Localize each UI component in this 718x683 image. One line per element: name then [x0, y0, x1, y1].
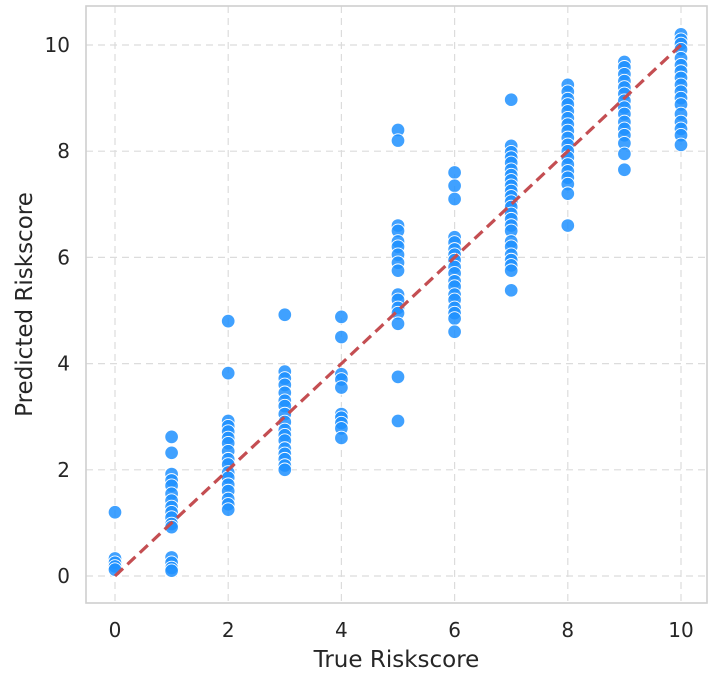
- data-point: [390, 413, 406, 429]
- x-tick-label: 10: [668, 618, 693, 642]
- data-point: [447, 165, 462, 180]
- data-point: [390, 263, 406, 278]
- x-tick-label: 2: [222, 618, 235, 642]
- data-point: [560, 186, 576, 201]
- y-axis-title: Predicted Riskscore: [12, 192, 38, 417]
- data-point: [503, 92, 519, 107]
- data-point: [334, 380, 349, 395]
- y-tick-label: 10: [45, 33, 70, 57]
- data-point: [277, 307, 293, 322]
- data-point: [164, 429, 179, 445]
- y-tick-label: 2: [57, 458, 70, 482]
- x-tick-label: 4: [335, 618, 348, 642]
- data-point: [447, 191, 462, 207]
- x-tick-label: 8: [561, 618, 574, 642]
- data-point: [673, 137, 689, 153]
- data-point: [334, 309, 349, 325]
- data-point: [334, 430, 349, 446]
- data-point: [277, 462, 293, 478]
- data-point: [164, 563, 179, 578]
- data-point: [447, 311, 462, 326]
- data-point: [164, 445, 179, 461]
- y-tick-label: 6: [57, 245, 70, 269]
- data-point: [447, 324, 462, 339]
- x-axis-ticks: 0 2 4 6 8 10: [109, 618, 694, 642]
- reference-line: [113, 43, 683, 578]
- y-tick-label: 4: [57, 352, 70, 376]
- data-point: [617, 146, 632, 162]
- x-axis-title: True Riskscore: [313, 647, 480, 673]
- data-point: [220, 313, 236, 329]
- data-point: [390, 369, 406, 385]
- y-axis-ticks: 0 2 4 6 8 10: [45, 33, 70, 588]
- data-point: [334, 329, 349, 345]
- data-point: [617, 162, 632, 178]
- data-point: [220, 365, 236, 381]
- y-tick-label: 8: [57, 139, 70, 163]
- data-points: [107, 27, 689, 578]
- data-point: [503, 263, 519, 278]
- x-tick-label: 0: [109, 618, 122, 642]
- data-point: [220, 502, 236, 517]
- reference-line-layer: [113, 43, 683, 578]
- data-point: [390, 133, 406, 148]
- data-point: [503, 283, 519, 298]
- data-point: [107, 505, 123, 520]
- data-point: [447, 178, 462, 193]
- data-point: [390, 316, 406, 332]
- x-tick-label: 6: [448, 618, 461, 642]
- data-point: [560, 218, 576, 233]
- y-tick-label: 0: [57, 564, 70, 588]
- plot-frame: [85, 5, 708, 604]
